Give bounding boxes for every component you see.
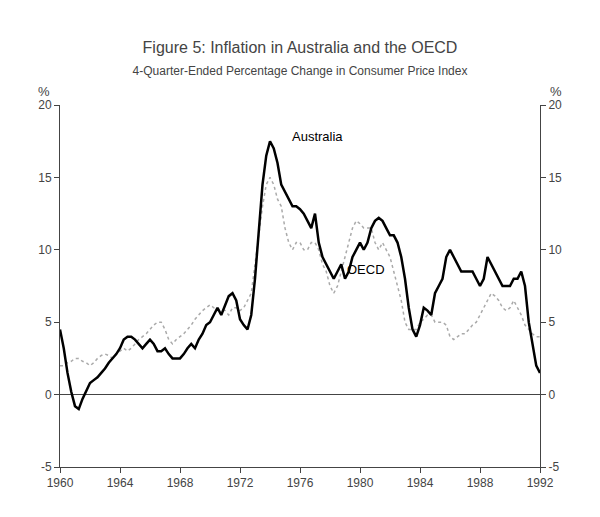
svg-text:10: 10 — [548, 243, 562, 257]
svg-text:1976: 1976 — [287, 476, 314, 490]
svg-text:1988: 1988 — [467, 476, 494, 490]
svg-text:20: 20 — [38, 98, 52, 112]
svg-text:1960: 1960 — [47, 476, 74, 490]
svg-text:1992: 1992 — [527, 476, 554, 490]
svg-text:1984: 1984 — [407, 476, 434, 490]
svg-text:1968: 1968 — [167, 476, 194, 490]
svg-text:5: 5 — [548, 315, 555, 329]
svg-text:4-Quarter-Ended Percentage Cha: 4-Quarter-Ended Percentage Change in Con… — [133, 64, 468, 78]
svg-text:-5: -5 — [548, 460, 559, 474]
svg-text:%: % — [550, 84, 562, 99]
svg-text:1980: 1980 — [347, 476, 374, 490]
svg-text:-5: -5 — [41, 460, 52, 474]
svg-text:1964: 1964 — [107, 476, 134, 490]
svg-text:%: % — [38, 84, 50, 99]
svg-text:10: 10 — [38, 243, 52, 257]
svg-text:Australia: Australia — [292, 129, 343, 144]
svg-text:1972: 1972 — [227, 476, 254, 490]
svg-text:0: 0 — [45, 388, 52, 402]
svg-text:0: 0 — [548, 388, 555, 402]
svg-text:Figure 5: Inflation in Austral: Figure 5: Inflation in Australia and the… — [143, 39, 458, 56]
svg-text:15: 15 — [38, 171, 52, 185]
svg-text:20: 20 — [548, 98, 562, 112]
svg-text:15: 15 — [548, 171, 562, 185]
svg-text:OECD: OECD — [347, 262, 385, 277]
svg-text:5: 5 — [45, 315, 52, 329]
